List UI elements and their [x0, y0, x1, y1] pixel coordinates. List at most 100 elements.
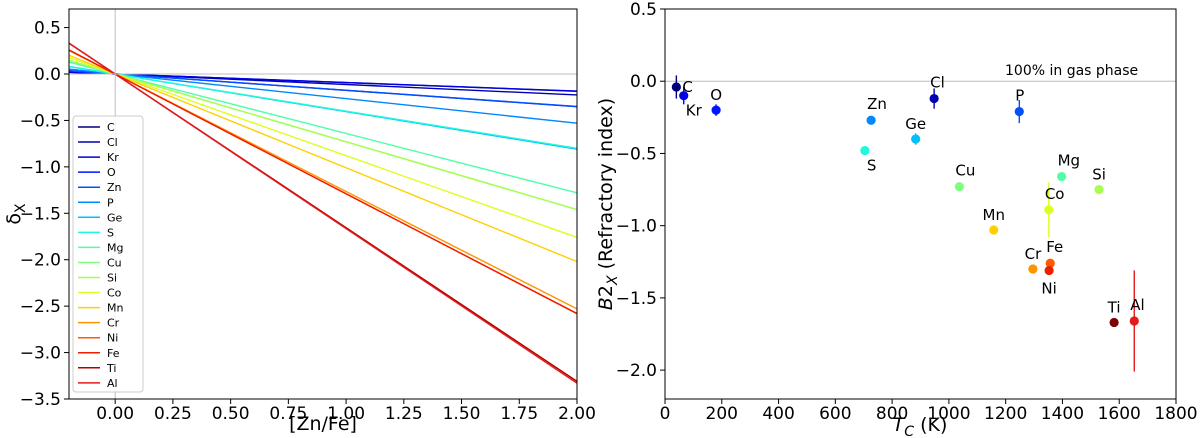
left-x-axis-label: [Zn/Fe]: [289, 413, 357, 435]
legend-label-si: Si: [107, 272, 117, 285]
right-x-tick-label: 1200: [984, 404, 1027, 424]
left-x-tick-label: 1.00: [327, 404, 365, 424]
legend-label-kr: Kr: [107, 151, 119, 164]
point-co: [1044, 205, 1054, 215]
left-x-tick-label: 1.75: [500, 404, 538, 424]
point-label-ni: Ni: [1041, 279, 1056, 297]
right-y-ticks: 0.5 0.0 −0.5 −1.0 −1.5 −2.0: [616, 0, 665, 381]
right-y-tick-label: 0.0: [630, 72, 657, 92]
left-y-tick-label: −0.5: [20, 111, 61, 131]
series-line-co: [69, 56, 577, 239]
point-label-ge: Ge: [905, 115, 926, 133]
right-x-tick-label: 400: [762, 404, 794, 424]
right-y-tick-label: −1.0: [616, 217, 657, 237]
point-label-cl: Cl: [930, 74, 945, 92]
series-line-p: [69, 68, 577, 124]
right-x-tick-label: 200: [706, 404, 738, 424]
legend-label-zn: Zn: [107, 181, 122, 194]
left-x-tick-label: 2.00: [558, 404, 596, 424]
left-y-tick-label: −3.5: [20, 390, 61, 410]
point-kr: [679, 91, 689, 101]
point-label-fe: Fe: [1046, 238, 1063, 256]
point-zn: [866, 115, 876, 125]
point-label-zn: Zn: [867, 95, 887, 113]
left-y-tick-label: −3.0: [20, 344, 61, 364]
point-p: [1014, 106, 1024, 117]
right-point-labels: C Kr O Zn S Ge Cl P Cu Mg Si Co Mn Cr Fe Ni Ti Al: [682, 74, 1144, 317]
left-x-tick-label: 0.50: [212, 404, 250, 424]
point-s: [860, 145, 870, 156]
legend-label-c: C: [107, 121, 115, 134]
left-plot-frame: [68, 8, 578, 400]
point-label-al: Al: [1130, 296, 1144, 314]
series-line-zn: [69, 70, 577, 108]
right-x-tick-label: 800: [876, 404, 908, 424]
point-label-mg: Mg: [1058, 152, 1080, 170]
point-cu: [954, 182, 964, 192]
point-fe: [1045, 258, 1055, 268]
legend-label-al: Al: [107, 377, 118, 390]
point-label-co: Co: [1045, 185, 1065, 203]
right-x-tick-label: 1800: [1154, 404, 1197, 424]
series-line-al: [69, 42, 577, 384]
legend-label-co: Co: [107, 287, 122, 300]
left-panel: 0.5 0.0 −0.5 −1.0 −1.5 −2.0 −2.5 −3.0 −3.5 0.00 0…: [3, 8, 596, 435]
left-x-tick-label: 0.25: [154, 404, 192, 424]
left-y-ticks: 0.5 0.0 −0.5 −1.0 −1.5 −2.0 −2.5 −3.0 −3.5: [20, 19, 69, 410]
left-x-tick-label: 0.75: [269, 404, 307, 424]
right-x-tick-label: 1600: [1098, 404, 1141, 424]
point-label-c: C: [682, 78, 692, 96]
point-label-cr: Cr: [1025, 245, 1042, 263]
point-label-kr: Kr: [686, 102, 703, 120]
series-line-mn: [69, 54, 577, 263]
legend-label-ti: Ti: [106, 362, 116, 375]
series-line-s: [69, 65, 577, 149]
left-y-tick-label: 0.5: [34, 19, 61, 39]
right-y-axis-label: B2X (Refractory index): [595, 98, 621, 310]
point-label-si: Si: [1092, 166, 1106, 184]
series-line-kr: [69, 71, 577, 92]
legend-label-mn: Mn: [107, 302, 123, 315]
point-si: [1094, 184, 1104, 195]
point-ge: [911, 134, 921, 144]
right-x-tick-label: 600: [819, 404, 851, 424]
point-ti: [1109, 317, 1119, 328]
left-y-tick-label: −1.0: [20, 158, 61, 178]
right-y-tick-label: −0.5: [616, 144, 657, 164]
right-x-ticks: 0 200 400 600 800 1000 1200 1400 1600 1800: [660, 399, 1198, 424]
point-label-mn: Mn: [983, 206, 1005, 224]
point-cl: [929, 93, 939, 104]
series-line-fe: [69, 49, 577, 315]
series-line-mg: [69, 61, 577, 194]
point-mn: [989, 225, 999, 235]
left-x-tick-label: 0.00: [96, 404, 134, 424]
right-y-tick-label: 0.5: [630, 0, 657, 20]
legend-label-cu: Cu: [107, 256, 122, 269]
point-al: [1129, 316, 1139, 326]
left-y-tick-label: −1.5: [20, 204, 61, 224]
gas-phase-annotation: 100% in gas phase: [1005, 63, 1138, 79]
point-o: [711, 105, 721, 115]
legend-label-ge: Ge: [107, 211, 123, 224]
series-line-si: [69, 59, 577, 211]
left-y-tick-label: −2.5: [20, 297, 61, 317]
right-x-tick-label: 1400: [1041, 404, 1084, 424]
legend-label-mg: Mg: [107, 241, 123, 254]
legend-label-o: O: [107, 166, 116, 179]
right-x-tick-label: 1000: [927, 404, 970, 424]
left-y-tick-label: −2.0: [20, 251, 61, 271]
right-scatter-points: [671, 75, 1139, 372]
point-cr: [1028, 264, 1038, 274]
point-label-cu: Cu: [955, 162, 975, 180]
right-x-tick-label: 0: [660, 404, 671, 424]
left-y-tick-label: 0.0: [34, 65, 61, 85]
left-legend: C Cl Kr O Zn P Ge S Mg Cu Si Co Mn Cr Ni Fe Ti Al: [72, 115, 144, 393]
legend-label-s: S: [107, 226, 114, 239]
point-mg: [1056, 171, 1067, 182]
right-y-tick-label: −1.5: [616, 289, 657, 309]
legend-label-ni: Ni: [107, 332, 118, 345]
left-x-tick-label: 1.50: [443, 404, 481, 424]
legend-label-p: P: [107, 196, 114, 209]
point-label-p: P: [1015, 87, 1024, 105]
